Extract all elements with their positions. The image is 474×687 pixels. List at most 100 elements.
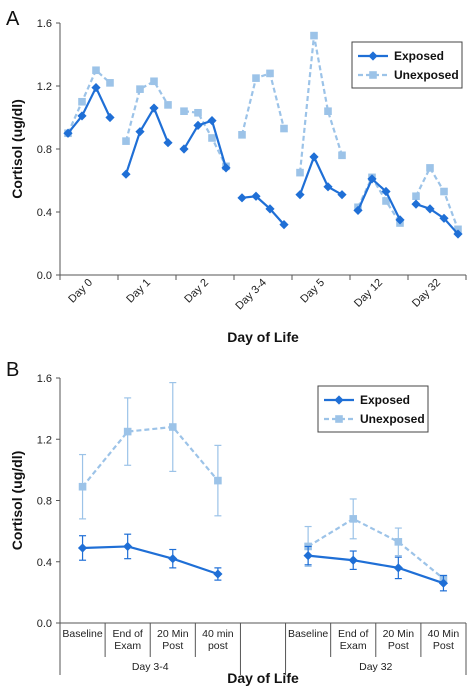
y-tick-label: 0.4 — [37, 207, 52, 219]
data-point-unexposed-square — [150, 77, 158, 86]
series-line-exposed — [307, 554, 444, 585]
data-point-exposed-diamond — [295, 190, 305, 200]
x-category-label: Baseline — [62, 628, 102, 640]
y-tick-label: 0.8 — [37, 144, 52, 156]
data-point-unexposed-square — [440, 187, 448, 196]
data-point-exposed-diamond — [149, 103, 159, 113]
data-point-exposed-diamond — [453, 229, 463, 239]
x-category-label: End of Exam — [112, 628, 142, 652]
data-point-unexposed-square — [78, 97, 86, 106]
data-point-exposed-diamond — [105, 112, 115, 123]
data-point-exposed-diamond — [438, 578, 449, 588]
data-point-exposed-diamond — [323, 182, 333, 192]
series-line-unexposed — [307, 517, 445, 580]
data-point-unexposed-square — [349, 515, 358, 523]
data-point-exposed-diamond — [381, 186, 391, 197]
series-line-exposed — [241, 195, 285, 226]
data-point-exposed-diamond — [303, 551, 313, 561]
x-group-label: Day 32 — [359, 661, 392, 673]
x-category-label: 20 Min Post — [157, 628, 189, 652]
data-point-exposed-diamond — [348, 555, 358, 565]
data-point-exposed-diamond — [163, 138, 173, 148]
x-category-label: 40 min post — [202, 628, 234, 652]
data-point-unexposed-square — [122, 137, 130, 145]
data-point-unexposed-square — [382, 197, 390, 205]
x-category-label: End of Exam — [338, 628, 368, 652]
data-point-unexposed-square — [252, 74, 260, 82]
data-point-unexposed-square — [208, 134, 216, 142]
y-tick-label: 1.6 — [37, 18, 52, 30]
data-point-exposed-diamond — [193, 120, 203, 130]
data-point-exposed-diamond — [123, 541, 133, 552]
x-tick-label: Day 0 — [66, 277, 95, 306]
y-tick-label: 0.8 — [37, 496, 52, 508]
series-line-unexposed — [183, 110, 227, 167]
x-axis-title: Day of Life — [227, 670, 299, 686]
data-point-unexposed-square — [78, 482, 87, 491]
legend-label-unexposed: Unexposed — [360, 412, 425, 426]
legend-label-unexposed: Unexposed — [394, 68, 459, 82]
data-point-exposed-diamond — [265, 204, 275, 214]
series-line-unexposed — [298, 34, 344, 173]
data-point-unexposed-square — [394, 538, 403, 546]
data-point-exposed-diamond — [337, 190, 347, 200]
x-category-label: 40 Min Post — [428, 628, 460, 652]
series-line-exposed — [356, 177, 401, 221]
legend-marker-exposed-diamond — [368, 51, 378, 61]
series-line-exposed — [415, 203, 459, 235]
x-tick-label: Day 3-4 — [233, 277, 269, 313]
data-point-unexposed-square — [454, 225, 462, 234]
series-line-exposed — [67, 86, 111, 134]
data-point-unexposed-square — [194, 108, 202, 117]
series-line-unexposed — [81, 425, 219, 488]
panel-label-b: B — [6, 359, 19, 381]
data-point-exposed-diamond — [439, 213, 449, 223]
data-point-unexposed-square — [123, 427, 132, 436]
y-axis-title: Cortisol (ug/dl) — [9, 451, 25, 551]
y-tick-label: 0.0 — [37, 270, 52, 282]
data-point-exposed-diamond — [77, 111, 87, 121]
data-point-unexposed-square — [296, 168, 304, 177]
x-category-label: Baseline — [288, 628, 328, 640]
data-point-unexposed-square — [338, 151, 346, 160]
series-line-exposed — [298, 155, 343, 196]
data-point-exposed-diamond — [213, 569, 223, 579]
y-tick-label: 1.2 — [37, 81, 52, 93]
data-point-exposed-diamond — [221, 163, 231, 173]
y-tick-label: 0.0 — [37, 618, 52, 630]
data-point-unexposed-square — [92, 66, 100, 75]
data-point-exposed-diamond — [237, 193, 247, 203]
y-tick-label: 1.2 — [37, 434, 52, 446]
data-point-exposed-diamond — [63, 128, 73, 138]
series-line-unexposed — [415, 166, 460, 230]
series-line-exposed — [82, 545, 219, 576]
x-group-label: Day 3-4 — [132, 661, 169, 673]
data-point-unexposed-square — [168, 423, 177, 431]
data-point-unexposed-square — [238, 131, 246, 139]
legend-label-exposed: Exposed — [360, 393, 410, 407]
data-point-unexposed-square — [136, 85, 144, 93]
data-point-exposed-diamond — [91, 82, 101, 93]
legend-marker-unexposed-square — [369, 71, 377, 79]
legend-marker-exposed-diamond — [334, 395, 344, 405]
data-point-unexposed-square — [412, 192, 420, 201]
data-point-exposed-diamond — [425, 204, 435, 214]
data-point-exposed-diamond — [121, 169, 131, 179]
data-point-unexposed-square — [266, 69, 274, 78]
data-point-unexposed-square — [426, 164, 434, 172]
legend-label-exposed: Exposed — [394, 49, 444, 63]
series-line-exposed — [124, 106, 170, 175]
series-line-unexposed — [66, 69, 111, 134]
data-point-unexposed-square — [164, 101, 172, 109]
data-point-exposed-diamond — [179, 144, 189, 154]
data-point-exposed-diamond — [393, 563, 403, 573]
data-point-exposed-diamond — [168, 554, 178, 564]
series-line-unexposed — [240, 72, 286, 136]
data-point-exposed-diamond — [367, 174, 377, 184]
data-point-exposed-diamond — [207, 116, 217, 126]
data-point-unexposed-square — [180, 107, 188, 115]
series-line-unexposed — [124, 80, 169, 142]
data-point-exposed-diamond — [309, 152, 319, 162]
data-point-exposed-diamond — [251, 191, 261, 201]
